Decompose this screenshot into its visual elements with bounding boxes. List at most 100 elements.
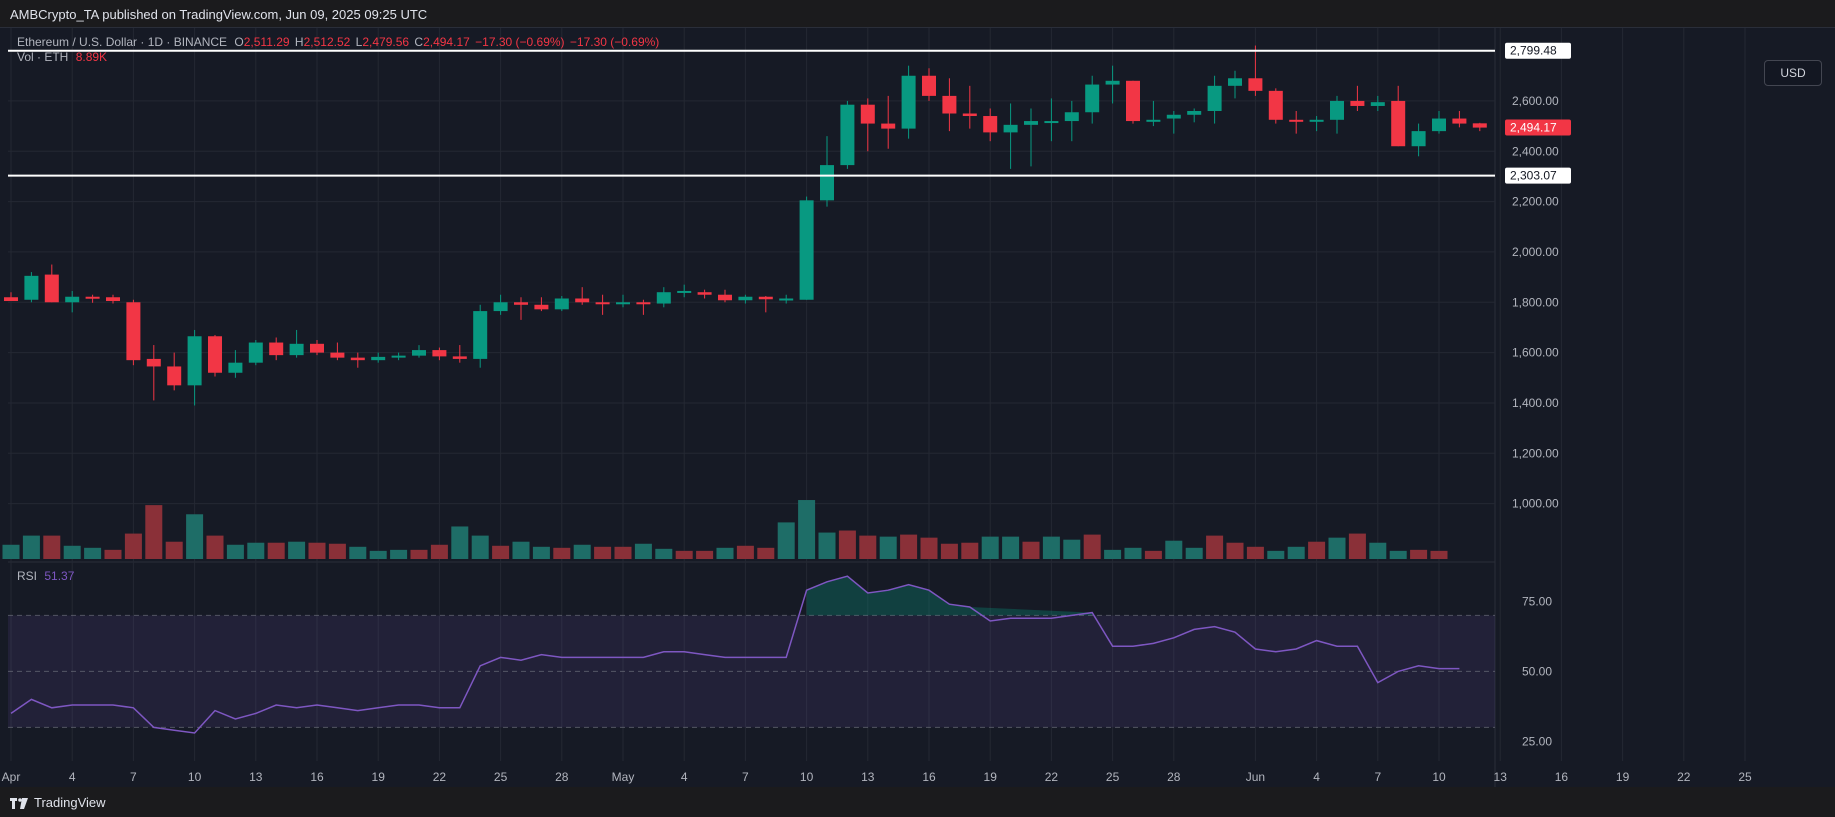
candle-body	[269, 342, 284, 356]
high-value: 2,512.52	[303, 35, 351, 49]
time-tick-label: Jun	[1246, 770, 1265, 784]
volume-bar	[43, 535, 61, 559]
price-tick-label: 1,200.00	[1512, 446, 1559, 460]
currency-button[interactable]: USD	[1764, 60, 1822, 86]
candle-body	[473, 311, 488, 359]
time-tick-label: 10	[188, 770, 202, 784]
candle-body	[330, 352, 345, 358]
candle-body	[1166, 114, 1181, 119]
volume-bar	[226, 544, 244, 559]
volume-bar	[492, 545, 510, 559]
time-tick-label: 25	[494, 770, 508, 784]
volume-bar	[716, 547, 734, 559]
candle-body	[1472, 123, 1487, 128]
volume-label[interactable]: Vol · ETH	[17, 50, 69, 64]
rsi-tick-label: 50.00	[1522, 664, 1552, 678]
candle-body	[1044, 121, 1059, 124]
candle-body	[922, 75, 936, 96]
symbol-legend: Ethereum / U.S. Dollar · 1D · BINANCE O2…	[17, 35, 659, 49]
volume-bar	[267, 542, 285, 559]
high-label: H	[294, 35, 304, 49]
time-tick-label: 25	[1738, 770, 1752, 784]
volume-bar	[1389, 550, 1407, 559]
time-tick-label: 25	[1106, 770, 1120, 784]
volume-bar	[757, 547, 775, 559]
time-tick-label: 4	[1313, 770, 1320, 784]
candle-body	[1146, 119, 1161, 122]
candle-body	[4, 297, 18, 302]
candle-body	[167, 366, 182, 386]
candle-body	[1452, 118, 1467, 124]
candle-body	[228, 362, 243, 373]
time-tick-label: 13	[1494, 770, 1508, 784]
candle-body	[1350, 100, 1365, 106]
volume-bar	[1246, 546, 1264, 559]
candle-body	[1268, 90, 1283, 120]
chart-svg[interactable]: 1,000.00 1,200.00 1,400.00 1,600.00 1,800.00…	[0, 28, 1835, 788]
time-tick-label: Apr	[2, 770, 21, 784]
candle-body	[126, 302, 141, 361]
open-value: 2,511.29	[243, 35, 290, 49]
price-tick-label: 2,200.00	[1512, 195, 1559, 209]
candle-body	[901, 75, 916, 129]
rsi-label[interactable]: RSI	[17, 569, 38, 583]
candle-body	[1105, 80, 1120, 85]
tradingview-brand: TradingView	[34, 795, 106, 810]
price-tick-label: 1,600.00	[1512, 346, 1559, 360]
rsi-value: 51.37	[44, 569, 75, 583]
footer-bar: TradingView	[0, 787, 1835, 817]
candle-body	[656, 292, 671, 304]
symbol-name[interactable]: Ethereum / U.S. Dollar · 1D · BINANCE	[17, 35, 228, 49]
candle-body	[534, 304, 549, 310]
time-tick-label: 19	[984, 770, 998, 784]
rsi-line	[10, 575, 1460, 734]
volume-bar	[369, 550, 387, 559]
volume-bar	[1430, 550, 1448, 559]
candle-body	[1207, 85, 1222, 111]
time-tick-label: 10	[800, 770, 814, 784]
candle-body	[677, 290, 692, 293]
candle-body	[371, 356, 386, 361]
candle-body	[636, 302, 651, 305]
time-tick-label: 16	[922, 770, 936, 784]
volume-bar	[736, 545, 754, 559]
volume-bar	[838, 530, 856, 559]
volume-bar	[22, 535, 40, 559]
time-tick-label: 16	[310, 770, 324, 784]
time-tick-label: 7	[1374, 770, 1381, 784]
published-line: AMBCrypto_TA published on TradingView.co…	[10, 7, 428, 22]
price-tick-label: 1,000.00	[1512, 497, 1559, 511]
candle-body	[718, 294, 732, 301]
candle-body	[840, 104, 855, 166]
candle-body	[412, 350, 426, 356]
volume-bar	[308, 542, 326, 559]
volume-bar	[247, 542, 265, 559]
volume-bar	[1226, 542, 1244, 559]
tradingview-logo[interactable]: TradingView	[10, 795, 106, 810]
volume-bar	[920, 537, 938, 559]
volume-bar	[1206, 535, 1224, 559]
volume-bar	[1002, 536, 1020, 559]
volume-bar	[573, 544, 591, 559]
chart-frame[interactable]: 1,000.00 1,200.00 1,400.00 1,600.00 1,800.00…	[0, 27, 1835, 788]
candle-body	[595, 302, 610, 305]
candle-body	[187, 336, 202, 386]
volume-bar	[553, 547, 571, 559]
volume-bar	[1328, 537, 1346, 559]
candle-body	[85, 296, 100, 299]
volume-bar	[1165, 540, 1183, 559]
volume-bar	[675, 550, 693, 559]
time-tick-label: 19	[1616, 770, 1630, 784]
candle-body	[983, 116, 998, 133]
volume-bar	[900, 534, 918, 559]
level-label: 2,303.07	[1510, 169, 1557, 183]
time-tick-label: 13	[861, 770, 875, 784]
volume-bar	[124, 533, 142, 559]
level-label: 2,799.48	[1510, 44, 1557, 58]
candle-body	[1024, 121, 1038, 125]
candle-body	[738, 296, 753, 301]
rsi-tick-label: 25.00	[1522, 734, 1552, 748]
time-tick-label: 4	[681, 770, 688, 784]
price-tick-label: 1,400.00	[1512, 396, 1559, 410]
volume-legend: Vol · ETH 8.89K	[17, 50, 107, 64]
